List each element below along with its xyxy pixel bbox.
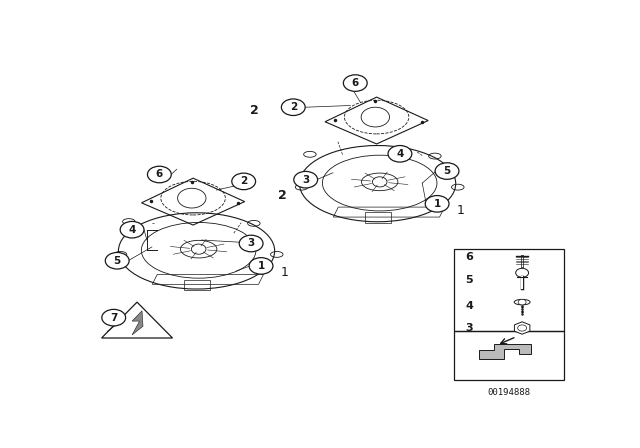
Text: 6: 6: [351, 78, 359, 88]
Text: 1: 1: [281, 266, 289, 279]
Circle shape: [282, 99, 305, 116]
Circle shape: [147, 166, 172, 183]
Text: 4: 4: [129, 225, 136, 235]
Text: 1: 1: [457, 204, 465, 217]
Circle shape: [294, 172, 317, 188]
Text: 3: 3: [248, 238, 255, 249]
Circle shape: [425, 195, 449, 212]
Text: 2: 2: [290, 102, 297, 112]
Circle shape: [516, 268, 529, 277]
Circle shape: [518, 299, 526, 305]
Circle shape: [388, 146, 412, 162]
Text: 2: 2: [250, 104, 259, 117]
Circle shape: [232, 173, 255, 190]
Polygon shape: [132, 311, 143, 335]
Text: 7: 7: [110, 313, 117, 323]
Text: 2: 2: [240, 177, 247, 186]
Text: 3: 3: [302, 175, 309, 185]
Text: 2: 2: [278, 189, 287, 202]
Circle shape: [120, 221, 144, 238]
Circle shape: [435, 163, 459, 179]
Text: 5: 5: [113, 256, 121, 266]
Circle shape: [518, 325, 527, 331]
Circle shape: [102, 310, 125, 326]
Text: 4: 4: [465, 301, 473, 310]
Circle shape: [106, 253, 129, 269]
Circle shape: [249, 258, 273, 274]
Text: 00194888: 00194888: [488, 388, 531, 397]
Polygon shape: [515, 322, 530, 334]
Text: 3: 3: [465, 323, 473, 333]
Text: 6: 6: [156, 169, 163, 180]
Text: 5: 5: [444, 166, 451, 176]
Polygon shape: [479, 344, 531, 359]
Text: 1: 1: [433, 199, 441, 209]
Circle shape: [239, 235, 263, 252]
Text: 6: 6: [465, 252, 473, 262]
Text: 5: 5: [465, 275, 473, 285]
Circle shape: [344, 75, 367, 91]
Ellipse shape: [514, 299, 530, 305]
Text: 4: 4: [396, 149, 404, 159]
Text: 1: 1: [257, 261, 265, 271]
